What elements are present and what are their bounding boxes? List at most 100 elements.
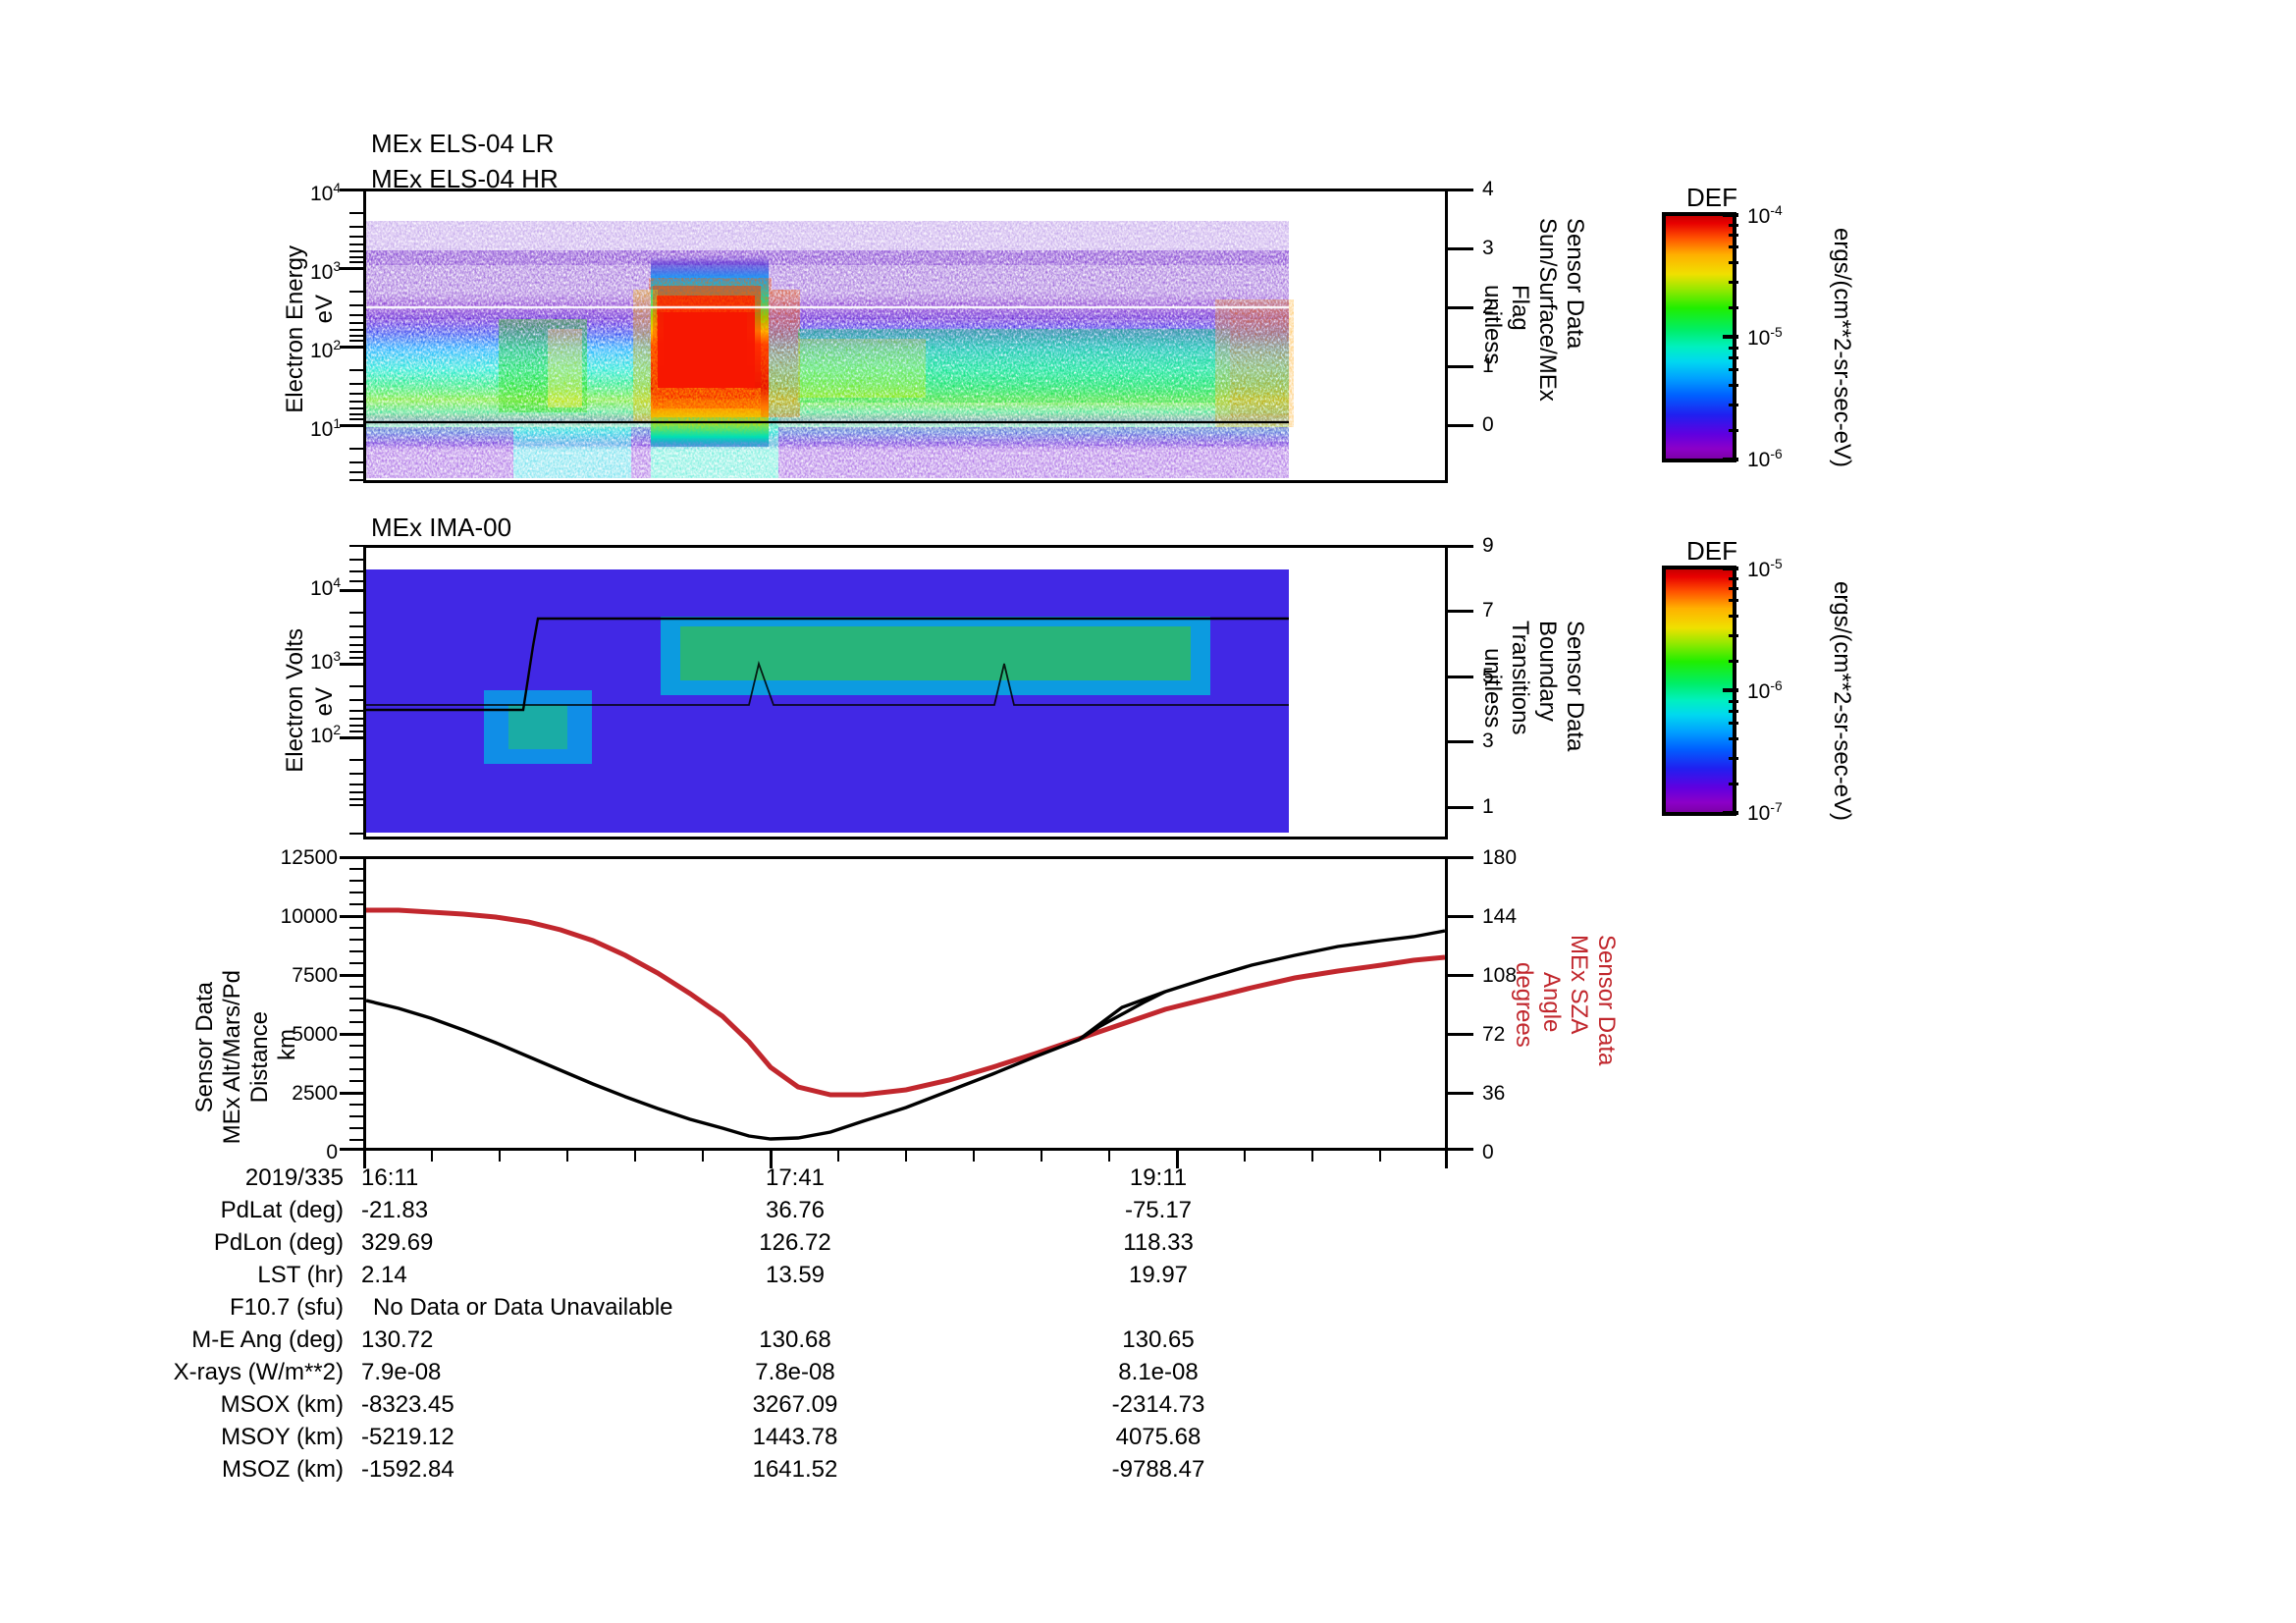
table-value-pdlat-c1: -21.83	[361, 1197, 429, 1223]
els-right-axis-title-l2: Sun/Surface/MEx	[1533, 218, 1561, 402]
colorbar-ima-max-tick: 10-5	[1747, 556, 1783, 581]
table-value-date-c1: 16:11	[361, 1164, 419, 1191]
orbit-ytick-0: 0	[326, 1141, 338, 1163]
orbit-ytick-12500: 12500	[280, 846, 338, 869]
table-value-msox-c3: -2314.73	[1111, 1391, 1205, 1418]
table-value-pdlat-c3: -75.17	[1124, 1197, 1193, 1223]
table-value-msoz-c2: 1641.52	[752, 1456, 838, 1483]
table-label-meang: M-E Ang (deg)	[191, 1326, 344, 1353]
table-value-pdlon-c3: 118.33	[1123, 1229, 1194, 1256]
ima-ytick-1e3: 103	[310, 648, 342, 674]
table-label-pdlon: PdLon (deg)	[213, 1229, 344, 1256]
table-value-pdlon-c1: 329.69	[361, 1229, 434, 1256]
ima-boundary-trace-2	[366, 660, 1289, 706]
table-value-pdlon-c2: 126.72	[759, 1229, 831, 1256]
els-spectrogram	[366, 191, 1445, 480]
orbit-ytick-2500: 2500	[292, 1082, 338, 1105]
table-value-msoz-c1: -1592.84	[361, 1456, 454, 1483]
ima-rtick-9: 9	[1482, 534, 1494, 557]
table-label-msoy: MSOY (km)	[221, 1424, 344, 1450]
table-label-lst: LST (hr)	[257, 1262, 344, 1288]
table-value-lst-c1: 2.14	[361, 1262, 407, 1288]
colorbar-els-ticks	[1723, 212, 1738, 462]
table-value-msoy-c2: 1443.78	[752, 1424, 838, 1450]
ima-ytick-1e4: 104	[310, 574, 342, 600]
els-title-line-1: MEx ELS-04 LR	[371, 129, 555, 158]
ima-right-axis-title-l2: Boundary	[1533, 621, 1561, 722]
els-ytick-1e1: 101	[310, 415, 342, 441]
ima-right-ticks	[1448, 545, 1473, 839]
table-label-f107: F10.7 (sfu)	[229, 1294, 344, 1321]
orbit-plot-area[interactable]	[363, 856, 1448, 1151]
colorbar-els-max-tick: 10-4	[1747, 202, 1783, 228]
panel-orbit: Sensor Data MEx Alt/Mars/Pd Distance km …	[191, 846, 1620, 1170]
ima-left-ticks	[340, 545, 363, 839]
ima-right-axis-title-l1: Sensor Data	[1561, 621, 1588, 752]
table-value-xrays-c3: 8.1e-08	[1118, 1359, 1199, 1385]
table-label-pdlat: PdLat (deg)	[220, 1197, 344, 1223]
orbit-right-axis-title-l3: Angle	[1537, 972, 1565, 1033]
els-right-axis-title-l3: Flag	[1506, 285, 1533, 331]
ima-title: MEx IMA-00	[371, 513, 512, 542]
ima-rtick-7: 7	[1482, 599, 1494, 622]
ima-right-axis-title-l3: Transitions	[1506, 621, 1533, 735]
colorbar-els-min-tick: 10-6	[1747, 446, 1783, 471]
orbit-right-axis-title-l2: MEx SZA	[1565, 935, 1592, 1035]
els-left-ticks	[340, 189, 363, 483]
els-ytick-1e4: 104	[310, 180, 342, 205]
colorbar-els-ramp	[1666, 216, 1733, 459]
colorbar-ima-min-tick: 10-7	[1747, 799, 1783, 825]
orbit-rtick-144: 144	[1482, 905, 1518, 928]
orbit-ytick-10000: 10000	[280, 905, 338, 928]
ima-plot-area[interactable]	[363, 545, 1448, 839]
els-right-axis-title-l4: unitless	[1478, 285, 1506, 365]
time-axis-ticks	[363, 1151, 1448, 1170]
table-value-msoy-c1: -5219.12	[361, 1424, 454, 1450]
orbit-left-ticks	[340, 856, 363, 1151]
table-label-date: 2019/335	[244, 1164, 344, 1191]
els-right-ticks	[1448, 189, 1473, 483]
colorbar-ima-mid-tick: 10-6	[1747, 677, 1783, 703]
colorbar-els-label: DEF	[1686, 183, 1737, 212]
table-value-meang-c2: 130.68	[759, 1326, 831, 1353]
els-ytick-1e3: 103	[310, 258, 342, 284]
ima-rtick-5: 5	[1482, 665, 1494, 687]
els-rtick-0: 0	[1482, 413, 1494, 436]
els-ytick-1e2: 102	[310, 337, 342, 362]
table-value-msoy-c3: 4075.68	[1115, 1424, 1201, 1450]
table-label-msoz: MSOZ (km)	[222, 1456, 344, 1483]
orbit-ytick-5000: 5000	[292, 1023, 338, 1046]
table-value-xrays-c2: 7.8e-08	[755, 1359, 835, 1385]
els-rtick-1: 1	[1482, 354, 1494, 377]
orbit-rtick-72: 72	[1482, 1023, 1506, 1046]
ima-boundary-trace-1	[366, 617, 1289, 712]
orbit-curves	[366, 859, 1445, 1148]
table-value-msoz-c3: -9788.47	[1111, 1456, 1205, 1483]
els-rtick-4: 4	[1482, 178, 1494, 200]
panel-els: MEx ELS-04 LR MEx ELS-04 HR Electron Ene…	[0, 0, 2296, 511]
orbit-rtick-180: 180	[1482, 846, 1518, 869]
table-value-date-c3: 19:11	[1129, 1164, 1188, 1191]
colorbar-ima-label: DEF	[1686, 536, 1737, 566]
orbit-right-axis-title-l1: Sensor Data	[1592, 935, 1620, 1066]
ima-ytick-1e2: 102	[310, 722, 342, 747]
colorbar-ima-unit: ergs/(cm**2-sr-sec-eV)	[1828, 581, 1855, 822]
ima-rtick-1: 1	[1482, 795, 1494, 818]
table-label-msox: MSOX (km)	[220, 1391, 344, 1418]
table-value-msox-c2: 3267.09	[752, 1391, 838, 1418]
ima-rtick-3: 3	[1482, 730, 1494, 752]
table-value-lst-c3: 19.97	[1128, 1262, 1189, 1288]
table-value-pdlat-c2: 36.76	[765, 1197, 826, 1223]
colorbar-els-mid-tick: 10-5	[1747, 324, 1783, 350]
orbit-right-ticks	[1448, 856, 1473, 1151]
orbit-rtick-0: 0	[1482, 1141, 1494, 1163]
els-plot-area[interactable]	[363, 189, 1448, 483]
colorbar-ima-ramp	[1666, 569, 1733, 812]
orbit-rtick-36: 36	[1482, 1082, 1506, 1105]
els-right-axis-title-l1: Sensor Data	[1561, 218, 1588, 350]
table-value-meang-c3: 130.65	[1122, 1326, 1195, 1353]
table-value-f107-c1: No Data or Data Unavailable	[373, 1294, 673, 1321]
ima-spectrogram	[366, 548, 1445, 837]
orbit-ytick-7500: 7500	[292, 964, 338, 987]
